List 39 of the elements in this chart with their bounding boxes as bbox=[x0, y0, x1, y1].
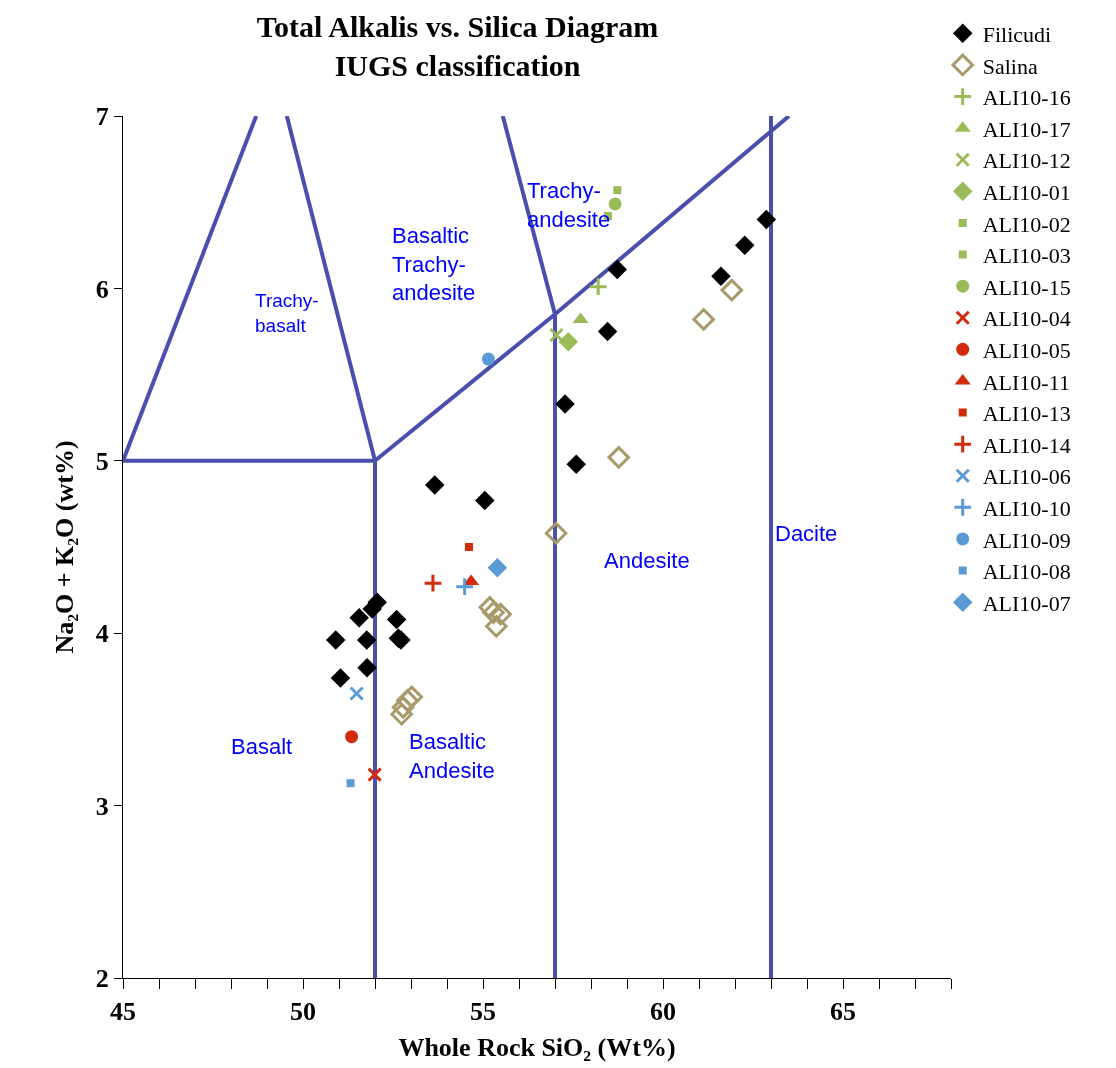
x-tick-label: 50 bbox=[290, 997, 316, 1027]
legend-label: ALI10-11 bbox=[982, 369, 1070, 395]
y-tick-label: 7 bbox=[95, 102, 109, 132]
annotation: Trachy- basalt bbox=[255, 290, 319, 336]
legend-label: ALI10-07 bbox=[982, 590, 1071, 616]
legend-label: ALI10-04 bbox=[982, 306, 1071, 332]
annotation: Andesite bbox=[604, 548, 690, 573]
legend-label: ALI10-14 bbox=[982, 432, 1071, 458]
x-axis-title: Whole Rock SiO₂ (Wt%) bbox=[398, 1032, 676, 1062]
legend-label: ALI10-03 bbox=[982, 243, 1071, 269]
x-tick-label: 55 bbox=[470, 997, 496, 1027]
annotation: Basalt bbox=[231, 734, 293, 759]
y-tick-label: 4 bbox=[95, 619, 109, 649]
y-tick-label: 5 bbox=[95, 446, 109, 476]
annotation: Dacite bbox=[775, 521, 838, 546]
legend-label: ALI10-02 bbox=[982, 211, 1071, 237]
legend-label: Filicudi bbox=[982, 21, 1052, 47]
legend-label: ALI10-01 bbox=[982, 179, 1071, 205]
x-tick-label: 60 bbox=[650, 997, 676, 1027]
legend-label: ALI10-05 bbox=[982, 337, 1071, 363]
annotation: Basaltic Andesite bbox=[409, 729, 495, 783]
legend-label: ALI10-12 bbox=[982, 148, 1071, 174]
legend-label: Salina bbox=[982, 53, 1038, 79]
annotation: Basaltic Trachy- andesite bbox=[392, 223, 476, 306]
x-tick-label: 65 bbox=[830, 997, 856, 1027]
y-tick-label: 2 bbox=[95, 964, 109, 994]
legend-label: ALI10-09 bbox=[982, 527, 1071, 553]
legend-label: ALI10-13 bbox=[982, 401, 1071, 427]
y-tick-label: 3 bbox=[95, 791, 109, 821]
x-tick-label: 45 bbox=[110, 997, 136, 1027]
y-tick-label: 6 bbox=[95, 274, 109, 304]
y-axis-title: Na₂O + K₂O (wt%) bbox=[50, 440, 80, 654]
legend-label: ALI10-16 bbox=[982, 85, 1071, 111]
chart-title: Total Alkalis vs. Silica Diagram IUGS classification bbox=[256, 10, 659, 83]
legend-label: ALI10-08 bbox=[982, 559, 1071, 585]
legend-label: ALI10-06 bbox=[982, 464, 1071, 490]
legend-label: ALI10-10 bbox=[982, 495, 1071, 521]
legend-label: ALI10-15 bbox=[982, 274, 1071, 300]
legend-label: ALI10-17 bbox=[982, 116, 1071, 142]
